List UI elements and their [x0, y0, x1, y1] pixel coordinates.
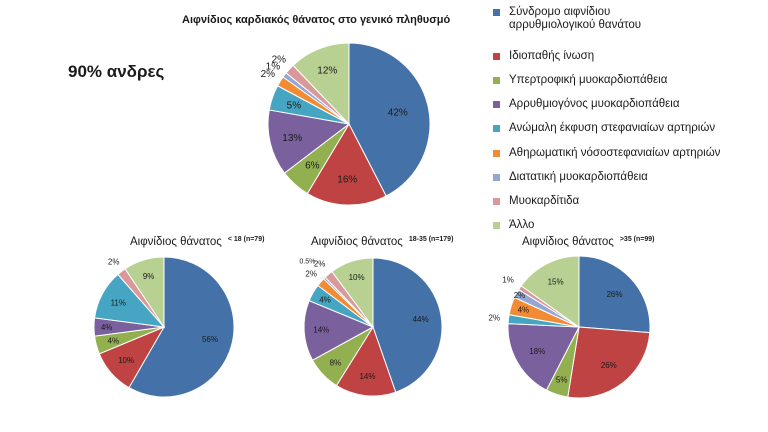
pie-slice-label: 4% [518, 306, 530, 315]
pie-slice-label: 10% [349, 273, 365, 282]
pie-slice [128, 256, 235, 398]
pie-title-text: Αιφνίδιος θάνατος [130, 236, 222, 248]
legend-swatch [493, 198, 500, 205]
pie-slice-label: 42% [388, 108, 408, 119]
pie-slice-label: 2% [261, 69, 276, 80]
legend-label: Άλλο [509, 219, 535, 231]
pie-subtitle: >35 (n=99) [619, 236, 655, 243]
pie-slice-label: 0.5% [299, 259, 315, 266]
pie-slice [124, 256, 165, 329]
pie-slice-label: 1% [502, 276, 514, 285]
legend-item: Σύνδρομο αιφνίδιου αρρυθμιολογικού θανάτ… [493, 6, 689, 32]
pie-slice-label: 4% [319, 296, 331, 305]
pie-title-over-35: Αιφνίδιος θάνατος >35 (n=99) [522, 236, 654, 248]
pie-slice-label: 26% [601, 361, 617, 370]
pie-slice [520, 255, 580, 328]
pie-title-text: Αιφνίδιος θάνατος [522, 236, 614, 248]
pie-slice [578, 255, 651, 334]
pie-slice-label: 14% [359, 372, 375, 381]
legend-item: Μυοκαρδίτιδα [493, 195, 579, 208]
pie-slice-label: 11% [111, 298, 126, 307]
pie-slice [306, 122, 387, 206]
legend-label: Υπερτροφική μυοκαρδιοπάθεια [509, 74, 668, 86]
male-percentage-note: 90% ανδρες [68, 62, 165, 81]
legend-label: Μυοκαρδίτιδα [509, 195, 580, 207]
legend-label: Αθηρωματική νόσοστεφανιαίων αρτηριών [509, 147, 721, 159]
legend-label: Σύνδρομο αιφνίδιου αρρυθμιολογικού θανάτ… [509, 6, 642, 31]
pie-slice [567, 326, 651, 399]
legend-item: Υπερτροφική μυοκαρδιοπάθεια [493, 74, 667, 87]
pie-general-population: 42% 16% 6% 13% 5% 2%1%2% 12% [261, 42, 431, 206]
pie-slice-label: 56% [202, 335, 218, 344]
pie-slice-label: 6% [305, 161, 320, 172]
pie-slice-label: 13% [282, 133, 302, 144]
legend-swatch [493, 174, 500, 181]
legend-swatch [493, 53, 500, 60]
pie-slice-label: 1% [266, 62, 281, 73]
pie-slice-label: 2% [108, 257, 120, 266]
legend-label: Ανώμαλη έκφυση στεφανιαίων αρτηριών [509, 122, 716, 134]
pie-subtitle: 18-35 (n=179) [408, 236, 454, 243]
pie-slice-label: 4% [101, 323, 113, 332]
pie-slice-label: 14% [313, 326, 329, 335]
legend-swatch [493, 9, 500, 16]
pie-slice-label: 10% [118, 356, 134, 365]
pie-under-18: 56% 10% 4% 4% 11% 2% 9% [93, 256, 235, 398]
legend-swatch [493, 222, 500, 229]
pie-slice-label: 2% [314, 260, 326, 269]
legend-swatch [493, 150, 500, 157]
legend-label: Αρρυθμιογόνος μυοκαρδιοπάθεια [509, 98, 680, 110]
pie-slice [267, 109, 351, 174]
pie-slice [348, 42, 431, 197]
pie-slice-label: 4% [108, 336, 120, 345]
pie-slice [507, 323, 580, 391]
legend-label: Διατατική μυοκαρδιοπάθεια [509, 171, 648, 183]
pie-title-text: Αιφνίδιος θάνατος [311, 236, 403, 248]
legend-swatch [493, 125, 500, 132]
legend-swatch [493, 101, 500, 108]
legend-item: Αθηρωματική νόσοστεφανιαίων αρτηριών [493, 147, 720, 160]
pie-slice [331, 257, 374, 329]
legend-swatch [493, 77, 500, 84]
pie-slice-label: 8% [330, 358, 342, 367]
pie-slice-label: 26% [606, 290, 622, 299]
pie-slice-label: 9% [143, 272, 155, 281]
main-chart-title: Αιφνίδιος καρδιακός θάνατος στο γενικό π… [182, 14, 451, 26]
pie-slice [292, 42, 350, 126]
pie-title-18-35: Αιφνίδιος θάνατος 18-35 (n=179) [311, 236, 453, 248]
pie-slice-label: 5% [556, 375, 568, 384]
pie-slice-label: 12% [317, 65, 337, 76]
pie-slice-label: 44% [413, 315, 429, 324]
pie-slice-label: 18% [529, 347, 545, 356]
pie-slice-label: 15% [548, 277, 564, 286]
legend-item: Ιδιοπαθής ίνωση [493, 50, 594, 63]
pie-title-under-18: Αιφνίδιος θάνατος < 18 (n=79) [130, 236, 264, 248]
pie-slice [335, 325, 397, 397]
pie-slice-label: 2% [305, 270, 317, 279]
pie-subtitle: < 18 (n=79) [227, 236, 265, 243]
pie-slice-label: 2% [514, 291, 526, 300]
legend-label: Ιδιοπαθής ίνωση [509, 50, 595, 62]
legend-item: Ανώμαλη έκφυση στεφανιαίων αρτηριών [493, 122, 715, 135]
pie-slice-label: 5% [287, 100, 302, 111]
pie-slice-label: 2% [489, 313, 501, 322]
legend-item: Διατατική μυοκαρδιοπάθεια [493, 171, 648, 184]
legend-item: Αρρυθμιογόνος μυοκαρδιοπάθεια [493, 98, 680, 111]
pie-slice-label: 16% [337, 175, 357, 186]
pie-slice-label: 2% [272, 55, 287, 66]
pie-slice [303, 300, 375, 361]
pie-slice [372, 257, 443, 393]
legend-item: Άλλο [493, 219, 534, 232]
pie-over-35: 26%26%5%18%2%4%2%1% 15% [489, 255, 651, 399]
pie-18-35: 44%14%8%14%4%2%0.5%2%10% [299, 257, 443, 397]
